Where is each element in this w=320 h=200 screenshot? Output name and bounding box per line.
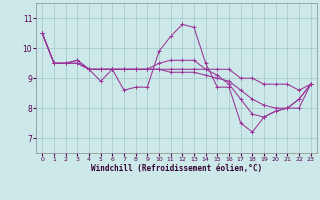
X-axis label: Windchill (Refroidissement éolien,°C): Windchill (Refroidissement éolien,°C) [91,164,262,173]
